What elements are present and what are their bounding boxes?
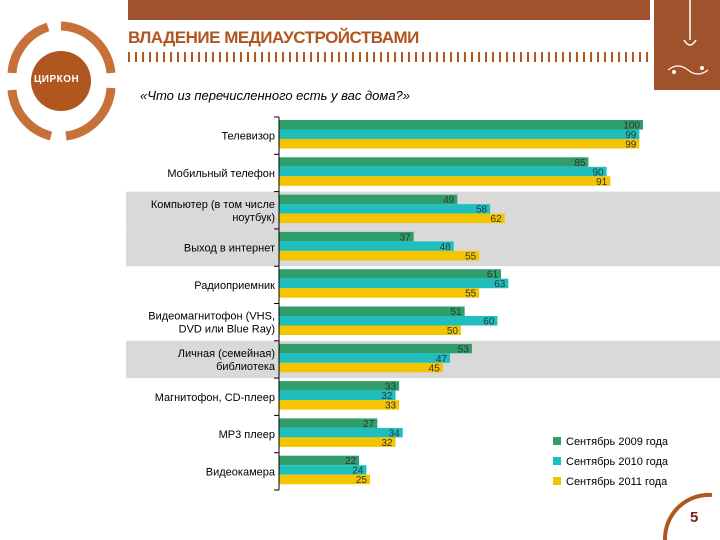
data-label: 62 xyxy=(491,214,503,225)
data-label: 27 xyxy=(363,419,375,430)
data-label: 55 xyxy=(465,289,477,300)
data-label: 63 xyxy=(494,279,506,290)
bar xyxy=(279,120,643,130)
corner-emblem xyxy=(654,0,720,90)
bar xyxy=(279,213,505,224)
data-label: 91 xyxy=(596,177,608,188)
bar xyxy=(279,288,480,298)
data-label: 60 xyxy=(483,317,495,328)
bar xyxy=(279,231,414,242)
bar xyxy=(279,418,378,428)
category-label: ноутбук) xyxy=(232,212,275,224)
bar xyxy=(279,194,458,205)
page-number: 5 xyxy=(690,509,699,526)
data-label: 49 xyxy=(443,195,455,206)
category-label: Видеомагнитофон (VHS, xyxy=(148,311,275,323)
data-label: 24 xyxy=(352,466,364,477)
category-label: Мобильный телефон xyxy=(167,168,275,180)
bar xyxy=(279,474,370,485)
bar xyxy=(279,250,480,261)
data-label: 100 xyxy=(623,121,640,132)
bar xyxy=(279,343,472,354)
data-label: 22 xyxy=(345,456,357,467)
category-label: Выход в интернет xyxy=(184,243,275,255)
data-label: 53 xyxy=(458,344,470,355)
data-label: 33 xyxy=(385,401,397,412)
data-label: 50 xyxy=(447,326,459,337)
legend-swatch xyxy=(553,457,561,465)
bar xyxy=(279,157,589,167)
data-label: 37 xyxy=(400,232,412,243)
data-label: 32 xyxy=(381,391,393,402)
data-label: 47 xyxy=(436,354,448,365)
bar xyxy=(279,204,491,214)
data-label: 32 xyxy=(381,438,393,449)
category-label: Компьютер (в том числе xyxy=(151,199,275,211)
data-label: 61 xyxy=(487,270,499,281)
data-label: 33 xyxy=(385,382,397,393)
data-label: 45 xyxy=(429,363,441,374)
data-label: 85 xyxy=(574,158,586,169)
legend-swatch xyxy=(553,437,561,445)
logo-text: ЦИРКОН xyxy=(34,74,80,85)
header-band xyxy=(128,0,650,20)
bar xyxy=(279,278,509,289)
data-label: 99 xyxy=(625,140,637,151)
data-label: 48 xyxy=(440,242,452,253)
bar xyxy=(279,465,367,475)
category-label: Видеокамера xyxy=(206,466,276,478)
data-label: 58 xyxy=(476,205,488,216)
bar xyxy=(279,166,607,177)
logo-icon xyxy=(7,21,116,141)
data-label: 99 xyxy=(625,130,637,141)
bar xyxy=(279,400,400,410)
bar xyxy=(279,437,396,447)
bar xyxy=(279,455,360,466)
bar xyxy=(279,353,451,363)
survey-question: «Что из перечисленного есть у вас дома?» xyxy=(140,88,411,103)
category-label: библиотека xyxy=(216,361,276,373)
category-label: Радиоприемник xyxy=(194,280,275,292)
category-label: Телевизор xyxy=(221,131,275,143)
data-label: 34 xyxy=(389,428,401,439)
page-title: ВЛАДЕНИЕ МЕДИАУСТРОЙСТВАМИ xyxy=(128,28,419,47)
data-label: 51 xyxy=(451,307,463,318)
data-label: 55 xyxy=(465,251,477,262)
legend-swatch xyxy=(553,477,561,485)
legend-label: Сентябрь 2009 года xyxy=(566,436,669,448)
data-label: 90 xyxy=(592,167,604,178)
bar xyxy=(279,427,403,438)
bar xyxy=(279,316,498,326)
bar xyxy=(279,325,461,335)
page-arc xyxy=(662,492,713,540)
bar xyxy=(279,139,640,149)
title-underline xyxy=(128,52,650,62)
category-label: Магнитофон, CD-плеер xyxy=(155,392,275,404)
bar xyxy=(279,381,400,391)
bar xyxy=(279,362,443,373)
bar xyxy=(279,176,611,186)
category-label: Личная (семейная) xyxy=(178,348,275,360)
legend-label: Сентябрь 2011 года xyxy=(566,476,668,488)
bar xyxy=(279,129,640,139)
bar xyxy=(279,241,454,251)
emblem-icon xyxy=(667,0,709,75)
category-label: MP3 плеер xyxy=(219,429,275,441)
bar xyxy=(279,306,465,316)
bar xyxy=(279,269,502,279)
bar xyxy=(279,390,396,401)
category-label: DVD или Blue Ray) xyxy=(179,324,275,336)
legend-label: Сентябрь 2010 года xyxy=(566,456,669,468)
data-label: 25 xyxy=(356,475,368,486)
